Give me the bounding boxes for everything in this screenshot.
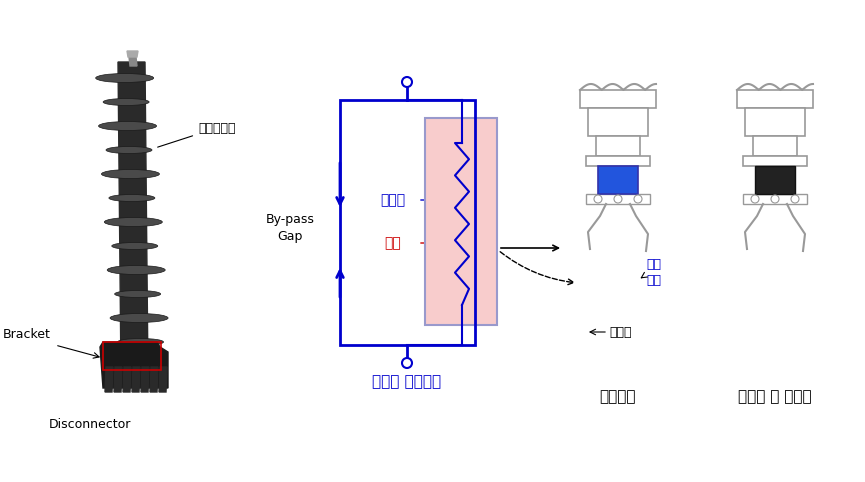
Ellipse shape: [112, 242, 157, 250]
Ellipse shape: [115, 291, 161, 297]
Ellipse shape: [109, 195, 155, 201]
Polygon shape: [141, 367, 149, 392]
Text: Disconnector: Disconnector: [48, 418, 131, 431]
Bar: [586, 194, 650, 204]
Bar: [753, 136, 797, 156]
Polygon shape: [129, 57, 137, 66]
Ellipse shape: [118, 338, 163, 346]
Text: 저항선: 저항선: [381, 193, 406, 207]
Ellipse shape: [105, 217, 163, 227]
Text: Bracket: Bracket: [3, 329, 51, 342]
Text: 폭약: 폭약: [385, 236, 401, 250]
Ellipse shape: [110, 313, 168, 322]
Circle shape: [402, 77, 412, 87]
Polygon shape: [114, 367, 122, 392]
Polygon shape: [159, 367, 167, 392]
Text: 단로기 내부구조: 단로기 내부구조: [373, 375, 441, 389]
Polygon shape: [105, 367, 113, 392]
Circle shape: [614, 195, 622, 203]
Ellipse shape: [101, 170, 159, 178]
Bar: [340, 100, 475, 345]
Bar: [743, 156, 807, 166]
Polygon shape: [123, 367, 131, 392]
Bar: [755, 166, 795, 194]
Circle shape: [634, 195, 642, 203]
Ellipse shape: [106, 147, 152, 153]
Circle shape: [402, 358, 412, 368]
Ellipse shape: [99, 121, 157, 131]
Bar: [598, 166, 638, 194]
Circle shape: [791, 195, 799, 203]
Bar: [743, 194, 807, 204]
Circle shape: [594, 195, 602, 203]
Text: 단로장 치 폭발후: 단로장 치 폭발후: [738, 389, 812, 404]
Ellipse shape: [107, 266, 165, 275]
Polygon shape: [127, 51, 138, 57]
Circle shape: [771, 195, 779, 203]
Bar: [586, 156, 650, 166]
Polygon shape: [118, 62, 148, 375]
Bar: [580, 90, 656, 108]
Text: 정상상태: 정상상태: [599, 389, 637, 404]
Bar: [588, 108, 648, 136]
Text: By-pass
Gap: By-pass Gap: [266, 213, 315, 243]
Ellipse shape: [103, 98, 149, 106]
Bar: [425, 118, 497, 325]
Bar: [745, 108, 805, 136]
Ellipse shape: [96, 73, 154, 82]
Polygon shape: [132, 367, 140, 392]
Polygon shape: [100, 342, 168, 388]
Bar: [596, 136, 640, 156]
Circle shape: [751, 195, 759, 203]
Polygon shape: [150, 367, 158, 392]
Bar: [103, 342, 161, 370]
Bar: [737, 90, 813, 108]
Text: 폴리머애자: 폴리머애자: [157, 121, 235, 147]
Text: 접지선: 접지선: [609, 325, 631, 338]
Text: 단로
장치: 단로 장치: [646, 257, 661, 286]
